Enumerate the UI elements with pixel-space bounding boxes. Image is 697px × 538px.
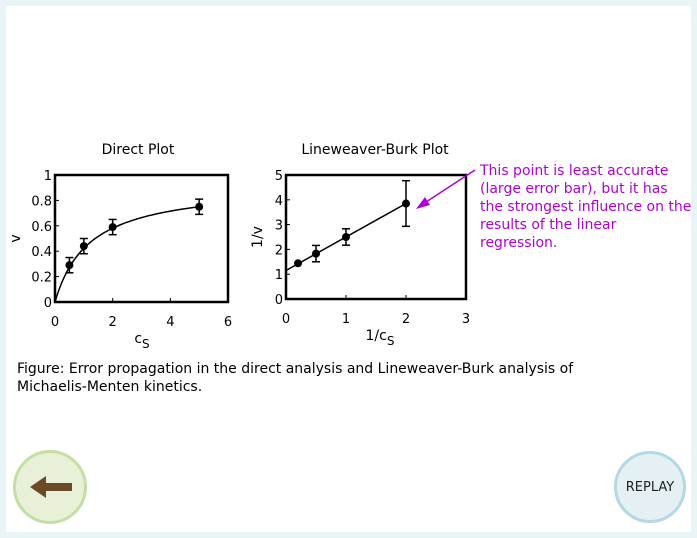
data-point xyxy=(342,233,350,241)
y-tick-label: 0.8 xyxy=(31,194,52,209)
y-tick-label: 4 xyxy=(275,194,283,209)
fit-curve xyxy=(54,206,200,303)
annotation-text: This point is least accurate (large erro… xyxy=(480,163,692,251)
y-tick-label: 1 xyxy=(275,268,283,283)
x-tick-label: 6 xyxy=(224,315,232,330)
x-axis-label-main: 1/c xyxy=(366,328,387,344)
data-point xyxy=(294,259,302,268)
x-tick-label: 0 xyxy=(282,312,290,327)
chart-title: Lineweaver-Burk Plot xyxy=(301,142,449,158)
back-button[interactable] xyxy=(13,450,87,524)
figure-caption: Figure: Error propagation in the direct … xyxy=(17,361,574,395)
x-tick-label: 0 xyxy=(51,315,59,330)
y-tick-label: 0 xyxy=(44,296,52,311)
data-point xyxy=(65,261,74,270)
x-tick-label: 2 xyxy=(402,312,410,327)
y-axis-label: 1/v xyxy=(250,226,266,248)
y-tick-label: 0.6 xyxy=(31,220,52,235)
x-axis-label: 1/cS xyxy=(366,328,395,348)
y-tick-label: 2 xyxy=(275,243,283,258)
y-tick-label: 0.2 xyxy=(31,271,52,286)
data-point xyxy=(402,199,410,208)
x-axis-label-subscript: S xyxy=(142,337,150,351)
content-frame: Direct Plot 0 0.2 0.4 0.6 0.8 1 0 2 4 6 cS v Linewea… xyxy=(6,6,691,532)
y-axis-label: v xyxy=(8,234,24,242)
x-axis-label-subscript: S xyxy=(387,334,395,348)
lineweaver-burk-plot: Lineweaver-Burk Plot 0 1 2 3 4 5 0 1 2 3 1/cS 1/v xyxy=(250,142,470,348)
y-tick-label: 5 xyxy=(275,169,283,184)
data-point xyxy=(108,223,117,232)
data-point xyxy=(195,202,204,211)
x-axis-label-main: c xyxy=(134,331,142,347)
data-point xyxy=(79,242,88,251)
x-tick-label: 4 xyxy=(166,315,174,330)
x-tick-label: 3 xyxy=(462,312,470,327)
data-point xyxy=(312,249,320,258)
left-arrow-icon xyxy=(30,476,72,498)
replay-button[interactable]: REPLAY xyxy=(614,451,686,523)
x-tick-label: 2 xyxy=(109,315,117,330)
chart-title: Direct Plot xyxy=(102,142,175,158)
x-axis-label: cS xyxy=(134,331,149,351)
y-tick-label: 3 xyxy=(275,219,283,234)
y-tick-label: 1 xyxy=(44,169,52,184)
annotation-arrow xyxy=(416,169,476,209)
y-tick-label: 0.4 xyxy=(31,245,52,260)
x-tick-label: 1 xyxy=(342,312,350,327)
y-tick-label: 0 xyxy=(275,293,283,308)
